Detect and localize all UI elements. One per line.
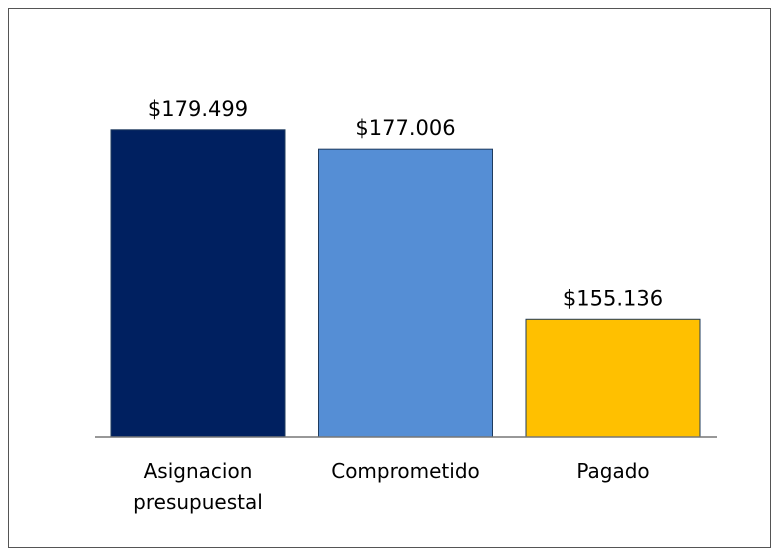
x-tick-label: Comprometido [331,459,480,483]
bar [318,148,493,438]
data-label: $177.006 [355,116,455,140]
bar [110,129,286,438]
bar [525,318,701,438]
x-tick-label: Asignacion presupuestal [133,459,263,514]
data-label: $155.136 [563,286,663,310]
data-label: $179.499 [148,97,248,121]
x-tick-label: Pagado [576,459,650,483]
